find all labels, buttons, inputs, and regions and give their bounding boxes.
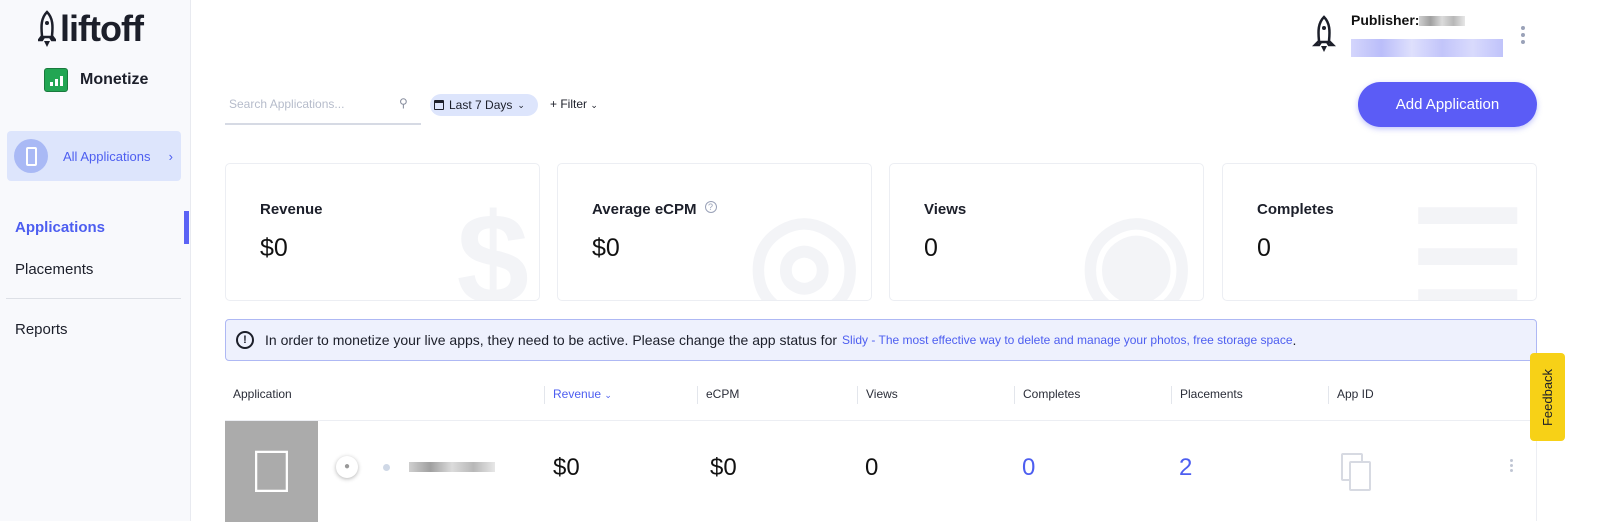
row-more-options-icon[interactable] [1510, 459, 1513, 472]
dollar-icon: $ [456, 186, 529, 301]
redacted-email [1351, 39, 1503, 57]
card-value: $0 [260, 234, 288, 262]
card-title: Average eCPM? [592, 201, 717, 218]
all-applications-label: All Applications [63, 148, 151, 164]
copy-icon[interactable] [1341, 453, 1371, 491]
sidebar-item-applications[interactable]: Applications [15, 219, 106, 236]
activation-notice: ! In order to monetize your live apps, t… [225, 319, 1537, 361]
app-status-link[interactable]: Slidy - The most effective way to delete… [842, 333, 1293, 347]
placements-cell[interactable]: 2 [1179, 454, 1193, 481]
ecpm-cell: $0 [710, 454, 737, 481]
redacted-publisher-name [1419, 16, 1466, 27]
views-card: ◉ Views 0 [889, 163, 1204, 301]
filter-button[interactable]: + Filter ⌄ [550, 97, 598, 111]
sort-chevron-icon: ⌄ [604, 390, 612, 400]
card-value: 0 [924, 234, 938, 262]
add-application-button[interactable]: Add Application [1358, 82, 1537, 127]
completes-cell[interactable]: 0 [1022, 454, 1036, 481]
ecpm-card: ◎ Average eCPM? $0 [557, 163, 872, 301]
rocket-icon [38, 10, 56, 47]
list-check-icon: ☰ [1409, 186, 1526, 301]
search-placeholder: Search Applications... [229, 97, 345, 111]
product-name: Monetize [80, 71, 149, 88]
views-cell: 0 [865, 454, 879, 481]
sidebar-item-placements[interactable]: Placements [15, 261, 94, 278]
app-thumbnail-apple-icon:  [225, 421, 318, 522]
chevron-down-icon: ⌄ [590, 100, 598, 110]
card-title: Revenue [260, 201, 323, 218]
column-header-placements[interactable]: Placements [1171, 386, 1243, 404]
redacted-app-name [409, 462, 495, 472]
search-icon: ⚲ [399, 96, 408, 110]
completes-card: ☰ Completes 0 [1222, 163, 1537, 301]
sidebar-item-reports[interactable]: Reports [15, 321, 68, 338]
table-row[interactable]:  ● $0 $0 0 0 2 [225, 420, 1537, 522]
all-applications-selector[interactable]: All Applications › [7, 131, 181, 181]
feedback-label: Feedback [1540, 368, 1555, 426]
search-input[interactable]: Search Applications... ⚲ [225, 88, 421, 125]
phone-icon [14, 139, 48, 173]
column-header-app-id: App ID [1328, 386, 1374, 404]
chevron-down-icon: ⌄ [517, 99, 525, 110]
rocket-icon [1312, 15, 1336, 52]
logo-text: liftoff [60, 8, 144, 49]
column-header-application[interactable]: Application [233, 387, 292, 401]
date-range-dropdown[interactable]: Last 7 Days ⌄ [430, 94, 538, 116]
liftoff-logo[interactable]: liftoff [38, 8, 144, 50]
eye-icon: ◉ [1079, 186, 1193, 301]
divider [6, 298, 181, 299]
column-header-completes[interactable]: Completes [1014, 386, 1080, 404]
calendar-icon [434, 100, 444, 110]
column-header-views[interactable]: Views [857, 386, 898, 404]
chevron-right-icon: › [168, 148, 173, 164]
revenue-card: $ Revenue $0 [225, 163, 540, 301]
target-icon: ◎ [747, 186, 861, 301]
info-icon: ! [236, 331, 254, 349]
card-value: 0 [1257, 234, 1271, 262]
column-header-revenue[interactable]: Revenue ⌄ [544, 386, 612, 404]
card-value: $0 [592, 234, 620, 262]
card-title: Views [924, 201, 967, 218]
publisher-label: Publisher: [1351, 12, 1420, 28]
bar-chart-icon [44, 68, 68, 92]
revenue-cell: $0 [553, 454, 580, 481]
more-options-icon[interactable] [1521, 26, 1525, 44]
date-range-label: Last 7 Days [449, 98, 513, 112]
card-title: Completes [1257, 201, 1334, 218]
status-dot [383, 464, 390, 471]
notice-text: In order to monetize your live apps, the… [265, 332, 838, 348]
column-header-ecpm[interactable]: eCPM [697, 386, 739, 404]
monetize-product: Monetize [44, 68, 148, 92]
help-icon[interactable]: ? [704, 201, 717, 213]
sidebar: liftoff Monetize All Applications › Appl… [0, 0, 191, 521]
notice-end: . [1292, 332, 1297, 348]
filter-label: + Filter [550, 97, 588, 111]
feedback-tab[interactable]: Feedback [1530, 353, 1565, 441]
apple-platform-icon: ● [336, 456, 358, 478]
active-indicator [184, 211, 189, 244]
